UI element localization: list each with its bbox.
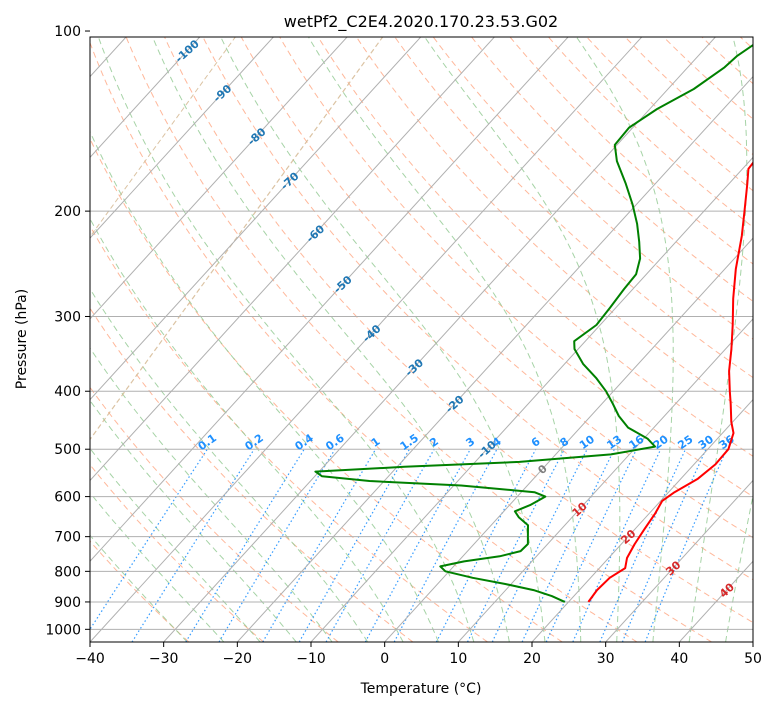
isotherm-line [605,479,753,642]
axis-ticks: −40 −30 −20 −10 0 10 20 30 40 50 100 200 300 400 500 60… [45,24,762,667]
moist-adiabat [307,37,582,642]
mixing-ratio-line [393,448,498,642]
x-tick-label: −30 [149,651,179,667]
x-axis-title: Temperature (°C) [360,681,482,697]
dry-adiabat [90,307,414,642]
moist-adiabat [725,493,753,642]
y-tick-label: 900 [54,595,81,611]
isotherm-line [90,37,201,159]
x-tick-label: 30 [597,651,615,667]
y-tick-label: 200 [54,204,81,220]
mixing-ratio-line [435,448,537,642]
y-tick-label: 800 [54,564,81,580]
moist-adiabat [220,37,546,642]
moist-adiabat [97,37,475,642]
mixing-ratio-line [545,448,638,642]
moist-adiabat [90,347,333,642]
dry-adiabat [90,463,264,642]
dry-adiabat [432,37,753,340]
moist-adiabat [90,217,404,642]
background-lines [90,37,753,642]
isotherm-line [90,37,348,320]
moist-adiabat [90,492,225,642]
x-tick-label: 50 [744,651,762,667]
profile-series [314,43,753,603]
x-tick-label: 0 [380,651,389,667]
x-tick-label: −40 [75,651,105,667]
mixing-ratio-line [90,448,208,631]
dry-adiabat [125,37,712,642]
x-tick-label: −10 [296,651,326,667]
moist-adiabat [575,37,674,642]
mixing-ratio-line [262,448,377,642]
plot-frame [89,36,754,643]
dry-adiabat [90,137,563,642]
dry-adiabat [90,41,638,642]
moist-adiabat [424,37,621,642]
mixing-ratio-line [521,448,615,642]
moist-adiabat [90,287,369,642]
moist-adiabat [152,37,510,642]
y-tick-label: 100 [54,24,81,40]
y-tick-label: 600 [54,490,81,506]
isotherm-line [90,37,496,482]
chart-title: wetPf2_C2E4.2020.170.23.53.G02 [284,12,558,32]
moist-adiabat [90,534,188,642]
x-tick-label: −20 [223,651,253,667]
isotherm-line [90,37,422,401]
dry-adiabat [164,37,753,624]
y-tick-label: 300 [54,309,81,325]
isotherm-line [90,37,275,239]
isotherm-line [531,398,753,642]
y-tick-label: 500 [54,442,81,458]
dry-adiabat [470,37,753,302]
y-tick-label: 700 [54,530,81,546]
moist-adiabat [688,37,748,642]
isotherm-line [90,37,569,562]
x-tick-label: 20 [523,651,541,667]
dry-adiabat [90,386,339,642]
dry-adiabat [90,225,488,642]
isotherm-line [90,37,643,642]
y-tick-label: 1000 [45,622,81,638]
y-axis-title: Pressure (hPa) [14,289,30,389]
isotherm-line [236,75,753,642]
isotherm-line [457,318,753,642]
dry-adiabat [355,37,753,418]
x-tick-label: 40 [670,651,688,667]
temperature-profile [587,161,753,603]
y-tick-label: 400 [54,384,81,400]
isotherm-line [384,237,753,642]
dewpoint-profile [314,43,753,603]
x-tick-label: 10 [449,651,467,667]
isotherm-line [310,156,753,642]
dry-adiabat [394,37,753,379]
dry-adiabat [317,37,753,457]
dry-adiabat [90,540,190,642]
mixing-ratio-line [185,448,305,642]
skewed-isotherms [90,37,753,642]
